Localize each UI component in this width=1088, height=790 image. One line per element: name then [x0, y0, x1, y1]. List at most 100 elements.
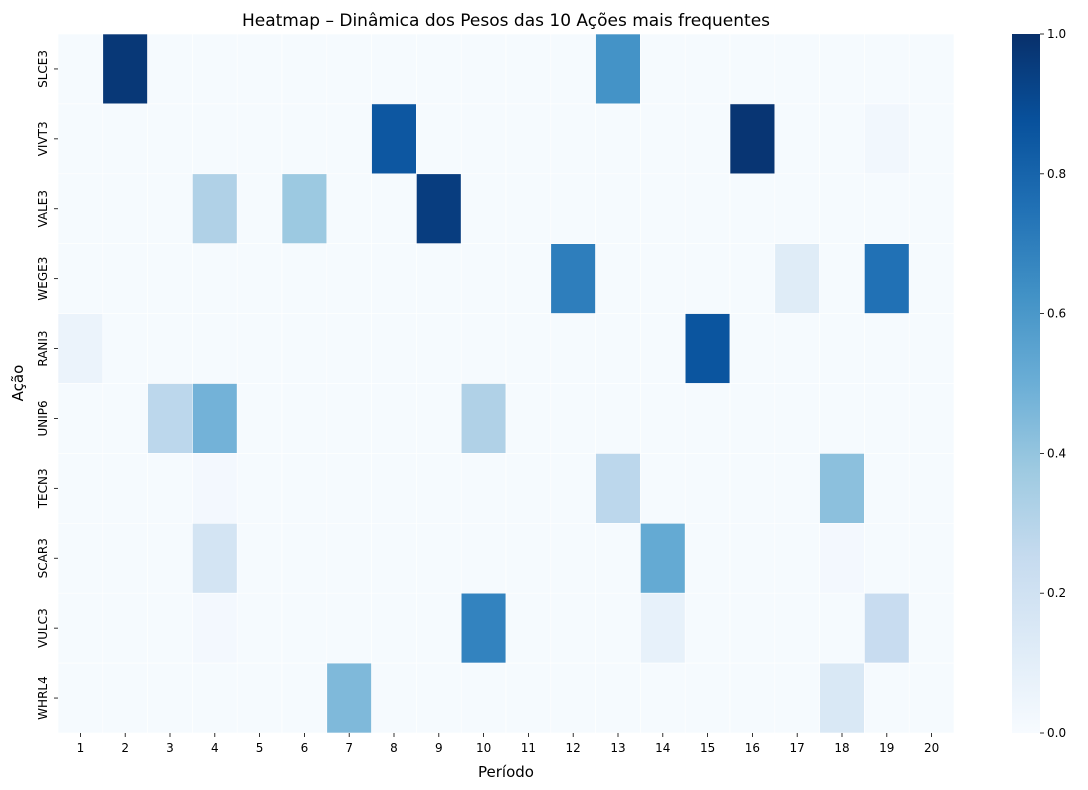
- heatmap-cell: [864, 173, 910, 245]
- heatmap-cell: [550, 453, 596, 524]
- heatmap-cell: [684, 173, 731, 245]
- x-tick-label: 8: [390, 741, 398, 755]
- heatmap-cell: [281, 453, 328, 524]
- heatmap-cell: [684, 103, 731, 175]
- heatmap-cell: [371, 103, 417, 175]
- heatmap-cell: [864, 243, 910, 314]
- heatmap-cell: [281, 662, 328, 734]
- heatmap-cell: [729, 383, 776, 454]
- y-tick-label: VULC3: [36, 608, 50, 648]
- heatmap-cell: [595, 243, 641, 314]
- heatmap-cell: [550, 313, 596, 384]
- heatmap-cell: [729, 33, 776, 105]
- heatmap-cell: [684, 313, 731, 384]
- heatmap-cell: [595, 173, 641, 245]
- heatmap-cell: [236, 103, 283, 175]
- heatmap-cell: [416, 383, 462, 454]
- heatmap-cell: [281, 383, 328, 454]
- heatmap-cell: [819, 662, 865, 734]
- heatmap-cell: [326, 103, 372, 175]
- colorbar-tick-label: 1.0: [1047, 27, 1066, 41]
- heatmap-cell: [460, 522, 507, 594]
- heatmap-cell: [729, 662, 776, 734]
- heatmap-cell: [460, 662, 507, 734]
- heatmap-cell: [236, 313, 283, 384]
- heatmap-cell: [819, 383, 865, 454]
- x-axis-ticks: 1 2 3 4 5 6 7 8 9 10 11 12 13 14 15 16 17 18 19 20: [77, 733, 939, 755]
- heatmap-cell: [147, 592, 193, 664]
- heatmap-cell: [281, 313, 328, 384]
- heatmap-cell: [57, 662, 104, 734]
- heatmap-cell: [774, 522, 820, 594]
- heatmap-cell: [326, 453, 372, 524]
- heatmap-cell: [416, 592, 462, 664]
- heatmap-cell: [908, 243, 955, 314]
- y-tick-label: WEGE3: [36, 257, 50, 301]
- heatmap-cells: [57, 33, 955, 734]
- heatmap-cell: [147, 173, 193, 245]
- heatmap-cell: [416, 173, 462, 245]
- heatmap-cell: [460, 313, 507, 384]
- heatmap-cell: [729, 173, 776, 245]
- heatmap-cell: [192, 313, 238, 384]
- heatmap-cell: [371, 243, 417, 314]
- heatmap-cell: [371, 383, 417, 454]
- heatmap-cell: [416, 243, 462, 314]
- heatmap-cell: [326, 33, 372, 105]
- heatmap-cell: [192, 662, 238, 734]
- x-tick-label: 19: [879, 741, 894, 755]
- heatmap-cell: [595, 522, 641, 594]
- heatmap-cell: [774, 592, 820, 664]
- heatmap-cell: [102, 522, 148, 594]
- heatmap-cell: [595, 592, 641, 664]
- heatmap-cell: [281, 592, 328, 664]
- heatmap-cell: [192, 243, 238, 314]
- heatmap-cell: [236, 33, 283, 105]
- heatmap-cell: [819, 453, 865, 524]
- heatmap-cell: [550, 243, 596, 314]
- heatmap-cell: [640, 383, 686, 454]
- x-tick-label: 10: [476, 741, 491, 755]
- heatmap-cell: [550, 103, 596, 175]
- heatmap-cell: [505, 592, 552, 664]
- heatmap-cell: [281, 33, 328, 105]
- heatmap-cell: [102, 453, 148, 524]
- heatmap-cell: [371, 33, 417, 105]
- heatmap-cell: [236, 522, 283, 594]
- heatmap-cell: [192, 103, 238, 175]
- heatmap-cell: [505, 313, 552, 384]
- heatmap-cell: [326, 313, 372, 384]
- heatmap-cell: [371, 173, 417, 245]
- heatmap-cell: [640, 103, 686, 175]
- heatmap-cell: [57, 313, 104, 384]
- heatmap-cell: [460, 383, 507, 454]
- heatmap-cell: [57, 383, 104, 454]
- heatmap-cell: [326, 173, 372, 245]
- y-axis-label: Ação: [9, 365, 27, 402]
- colorbar-tick-label: 0.6: [1047, 307, 1066, 321]
- heatmap-cell: [864, 33, 910, 105]
- heatmap-cell: [326, 522, 372, 594]
- heatmap-cell: [460, 33, 507, 105]
- heatmap-cell: [819, 173, 865, 245]
- heatmap-cell: [371, 522, 417, 594]
- heatmap-cell: [640, 662, 686, 734]
- heatmap-cell: [819, 313, 865, 384]
- x-tick-label: 9: [435, 741, 443, 755]
- heatmap-cell: [192, 33, 238, 105]
- heatmap-cell: [729, 243, 776, 314]
- heatmap-cell: [57, 243, 104, 314]
- x-tick-label: 16: [745, 741, 760, 755]
- heatmap-cell: [371, 453, 417, 524]
- heatmap-cell: [236, 383, 283, 454]
- heatmap-cell: [684, 453, 731, 524]
- heatmap-cell: [864, 662, 910, 734]
- heatmap-cell: [774, 103, 820, 175]
- y-tick-label: SCAR3: [36, 538, 50, 578]
- heatmap-cell: [550, 173, 596, 245]
- x-tick-label: 18: [834, 741, 849, 755]
- heatmap-cell: [371, 313, 417, 384]
- y-tick-label: UNIP6: [36, 400, 50, 436]
- heatmap-cell: [505, 173, 552, 245]
